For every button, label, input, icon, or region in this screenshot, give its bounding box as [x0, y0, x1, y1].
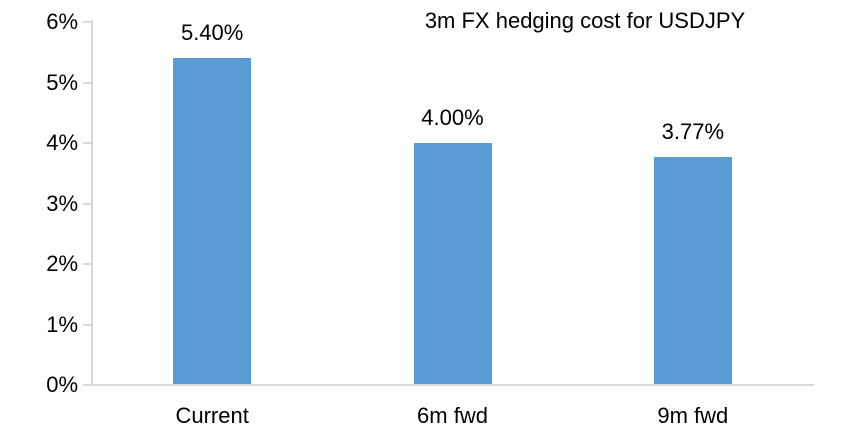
bar-9m-fwd: [653, 156, 732, 384]
bar-data-label: 5.40%: [180, 20, 244, 46]
y-tick-label: 3%: [46, 190, 78, 216]
y-tick-label: 2%: [46, 251, 78, 276]
bar-data-label: 4.00%: [421, 105, 484, 130]
x-axis-line: [91, 384, 814, 386]
y-tick-mark: [83, 202, 91, 205]
y-tick-label: 6%: [46, 9, 78, 34]
chart-title: 3m FX hedging cost for USDJPY: [424, 8, 746, 33]
x-category-label: 6m fwd: [417, 403, 488, 428]
x-category-label: 9m fwd: [657, 403, 729, 428]
y-tick-label: 4%: [46, 130, 78, 155]
y-tick-label: 0%: [46, 372, 78, 397]
bar-data-label: 3.77%: [661, 118, 725, 144]
y-tick-mark: [83, 142, 91, 144]
y-tick-label: 1%: [46, 311, 78, 337]
y-tick-mark: [83, 81, 91, 84]
x-category-label: Current: [175, 403, 249, 428]
y-tick-label: 5%: [46, 69, 78, 95]
bar-6m-fwd: [413, 143, 492, 384]
y-tick-mark: [83, 21, 91, 23]
y-tick-mark: [83, 323, 91, 326]
y-tick-mark: [83, 263, 91, 265]
y-tick-mark: [83, 384, 91, 386]
y-axis-line: [91, 20, 93, 386]
bar-current: [173, 58, 252, 384]
